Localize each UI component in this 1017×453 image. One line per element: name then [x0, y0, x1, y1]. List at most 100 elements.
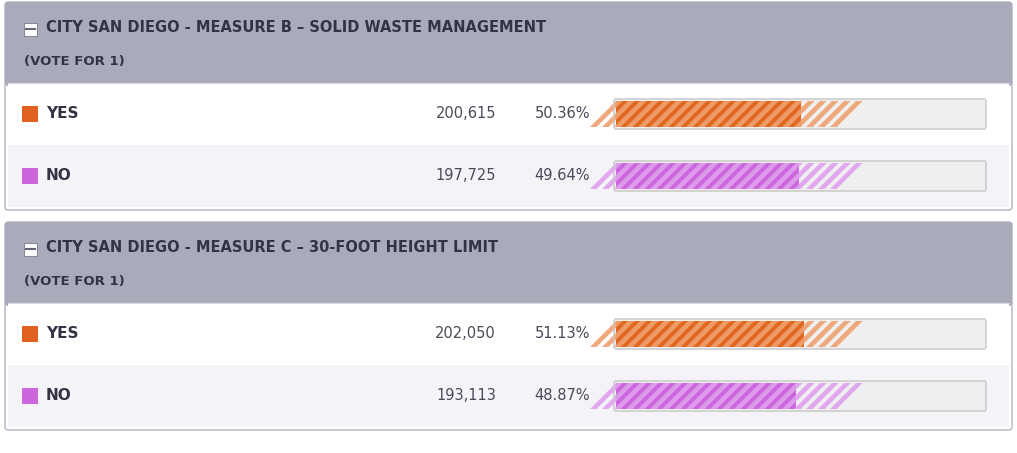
Polygon shape — [590, 383, 622, 409]
Text: 49.64%: 49.64% — [535, 169, 590, 183]
Polygon shape — [722, 383, 755, 409]
Polygon shape — [602, 321, 635, 347]
Polygon shape — [782, 163, 815, 189]
Polygon shape — [830, 101, 862, 127]
Polygon shape — [710, 163, 742, 189]
Polygon shape — [710, 101, 742, 127]
FancyBboxPatch shape — [5, 2, 1012, 210]
Polygon shape — [770, 101, 802, 127]
Polygon shape — [806, 321, 839, 347]
Polygon shape — [674, 163, 707, 189]
Bar — [22, 106, 38, 122]
Polygon shape — [638, 321, 670, 347]
Polygon shape — [602, 163, 635, 189]
Text: YES: YES — [46, 327, 78, 342]
Polygon shape — [698, 321, 730, 347]
Polygon shape — [662, 321, 695, 347]
Polygon shape — [662, 163, 695, 189]
Polygon shape — [722, 101, 755, 127]
Bar — [616, 101, 801, 127]
Polygon shape — [806, 383, 839, 409]
Polygon shape — [626, 163, 659, 189]
Polygon shape — [806, 163, 839, 189]
Polygon shape — [650, 321, 682, 347]
Text: 202,050: 202,050 — [435, 327, 496, 342]
Polygon shape — [686, 321, 719, 347]
Polygon shape — [734, 101, 767, 127]
Bar — [22, 326, 38, 342]
Polygon shape — [686, 383, 719, 409]
Polygon shape — [794, 163, 827, 189]
Polygon shape — [758, 163, 790, 189]
Text: YES: YES — [46, 106, 78, 121]
Polygon shape — [698, 163, 730, 189]
Text: 197,725: 197,725 — [435, 169, 496, 183]
FancyBboxPatch shape — [614, 381, 986, 411]
Polygon shape — [614, 383, 647, 409]
Polygon shape — [626, 101, 659, 127]
Bar — [616, 163, 798, 189]
Polygon shape — [794, 101, 827, 127]
Polygon shape — [794, 383, 827, 409]
Polygon shape — [782, 101, 815, 127]
Text: NO: NO — [46, 389, 72, 404]
FancyBboxPatch shape — [5, 2, 1012, 86]
Polygon shape — [758, 383, 790, 409]
Polygon shape — [686, 101, 719, 127]
Polygon shape — [662, 383, 695, 409]
Polygon shape — [818, 101, 850, 127]
Bar — [8, 303, 1009, 365]
Polygon shape — [818, 383, 850, 409]
Polygon shape — [590, 321, 622, 347]
Text: (VOTE FOR 1): (VOTE FOR 1) — [24, 275, 125, 289]
FancyBboxPatch shape — [614, 161, 986, 191]
Polygon shape — [734, 321, 767, 347]
FancyBboxPatch shape — [24, 23, 37, 35]
Polygon shape — [650, 163, 682, 189]
Text: 200,615: 200,615 — [435, 106, 496, 121]
Polygon shape — [686, 163, 719, 189]
Polygon shape — [734, 163, 767, 189]
Polygon shape — [830, 321, 862, 347]
Polygon shape — [710, 383, 742, 409]
Polygon shape — [662, 101, 695, 127]
Polygon shape — [722, 321, 755, 347]
FancyBboxPatch shape — [614, 99, 986, 129]
FancyBboxPatch shape — [5, 222, 1012, 430]
Polygon shape — [638, 101, 670, 127]
Text: 50.36%: 50.36% — [535, 106, 590, 121]
Text: NO: NO — [46, 169, 72, 183]
Polygon shape — [818, 163, 850, 189]
Bar — [8, 44, 1009, 83]
Polygon shape — [626, 321, 659, 347]
Polygon shape — [782, 383, 815, 409]
Text: (VOTE FOR 1): (VOTE FOR 1) — [24, 56, 125, 68]
Polygon shape — [674, 383, 707, 409]
Bar — [8, 264, 1009, 303]
Polygon shape — [638, 383, 670, 409]
Polygon shape — [758, 321, 790, 347]
Polygon shape — [770, 321, 802, 347]
Polygon shape — [806, 101, 839, 127]
Polygon shape — [650, 383, 682, 409]
Polygon shape — [698, 383, 730, 409]
Polygon shape — [590, 163, 622, 189]
Polygon shape — [698, 101, 730, 127]
Text: CITY SAN DIEGO - MEASURE C – 30-FOOT HEIGHT LIMIT: CITY SAN DIEGO - MEASURE C – 30-FOOT HEI… — [46, 240, 498, 255]
Polygon shape — [638, 163, 670, 189]
Text: 193,113: 193,113 — [436, 389, 496, 404]
Polygon shape — [746, 163, 779, 189]
Polygon shape — [590, 101, 622, 127]
Polygon shape — [770, 163, 802, 189]
FancyBboxPatch shape — [5, 222, 1012, 306]
Bar — [8, 365, 1009, 427]
Polygon shape — [746, 383, 779, 409]
Polygon shape — [830, 163, 862, 189]
Polygon shape — [614, 321, 647, 347]
Polygon shape — [650, 101, 682, 127]
Polygon shape — [758, 101, 790, 127]
Polygon shape — [782, 321, 815, 347]
Polygon shape — [818, 321, 850, 347]
Polygon shape — [614, 101, 647, 127]
Bar — [616, 383, 796, 409]
